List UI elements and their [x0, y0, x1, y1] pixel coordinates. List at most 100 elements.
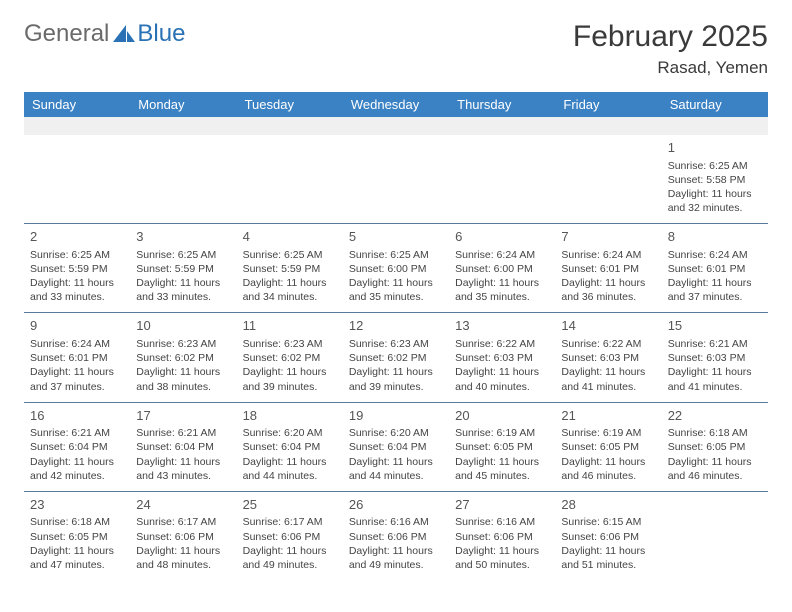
sunrise-text: Sunrise: 6:18 AM: [668, 426, 762, 440]
sunrise-text: Sunrise: 6:16 AM: [455, 515, 549, 529]
sunrise-text: Sunrise: 6:23 AM: [136, 337, 230, 351]
daylight-text: Daylight: 11 hours and 42 minutes.: [30, 455, 124, 483]
sunset-text: Sunset: 5:59 PM: [243, 262, 337, 276]
calendar-cell: 21Sunrise: 6:19 AMSunset: 6:05 PMDayligh…: [555, 402, 661, 491]
sunrise-text: Sunrise: 6:19 AM: [455, 426, 549, 440]
day-number: 15: [668, 317, 762, 335]
sunset-text: Sunset: 5:59 PM: [30, 262, 124, 276]
daylight-text: Daylight: 11 hours and 45 minutes.: [455, 455, 549, 483]
sunrise-text: Sunrise: 6:25 AM: [30, 248, 124, 262]
sunrise-text: Sunrise: 6:17 AM: [243, 515, 337, 529]
sunrise-text: Sunrise: 6:23 AM: [349, 337, 443, 351]
sunrise-text: Sunrise: 6:25 AM: [136, 248, 230, 262]
sunrise-text: Sunrise: 6:18 AM: [30, 515, 124, 529]
sunset-text: Sunset: 6:06 PM: [455, 530, 549, 544]
calendar-cell: [130, 135, 236, 224]
weekday-header: Wednesday: [343, 92, 449, 117]
daylight-text: Daylight: 11 hours and 41 minutes.: [668, 365, 762, 393]
month-title: February 2025: [573, 20, 768, 54]
calendar-cell: 26Sunrise: 6:16 AMSunset: 6:06 PMDayligh…: [343, 491, 449, 580]
daylight-text: Daylight: 11 hours and 33 minutes.: [136, 276, 230, 304]
sunrise-text: Sunrise: 6:21 AM: [668, 337, 762, 351]
daylight-text: Daylight: 11 hours and 40 minutes.: [455, 365, 549, 393]
day-number: 18: [243, 407, 337, 425]
daylight-text: Daylight: 11 hours and 48 minutes.: [136, 544, 230, 572]
calendar-cell: 25Sunrise: 6:17 AMSunset: 6:06 PMDayligh…: [237, 491, 343, 580]
sunset-text: Sunset: 6:04 PM: [136, 440, 230, 454]
calendar-cell: 11Sunrise: 6:23 AMSunset: 6:02 PMDayligh…: [237, 313, 343, 402]
daylight-text: Daylight: 11 hours and 50 minutes.: [455, 544, 549, 572]
day-number: 4: [243, 228, 337, 246]
calendar-cell: 5Sunrise: 6:25 AMSunset: 6:00 PMDaylight…: [343, 224, 449, 313]
sunset-text: Sunset: 6:04 PM: [243, 440, 337, 454]
weekday-header-row: Sunday Monday Tuesday Wednesday Thursday…: [24, 92, 768, 117]
daylight-text: Daylight: 11 hours and 43 minutes.: [136, 455, 230, 483]
day-number: 19: [349, 407, 443, 425]
sunrise-text: Sunrise: 6:25 AM: [243, 248, 337, 262]
calendar-cell: 15Sunrise: 6:21 AMSunset: 6:03 PMDayligh…: [662, 313, 768, 402]
calendar-cell: 1Sunrise: 6:25 AMSunset: 5:58 PMDaylight…: [662, 135, 768, 224]
daylight-text: Daylight: 11 hours and 47 minutes.: [30, 544, 124, 572]
daylight-text: Daylight: 11 hours and 44 minutes.: [349, 455, 443, 483]
day-number: 20: [455, 407, 549, 425]
day-number: 21: [561, 407, 655, 425]
calendar-cell: [662, 491, 768, 580]
daylight-text: Daylight: 11 hours and 41 minutes.: [561, 365, 655, 393]
title-block: February 2025 Rasad, Yemen: [573, 20, 768, 78]
daylight-text: Daylight: 11 hours and 49 minutes.: [349, 544, 443, 572]
calendar-cell: 2Sunrise: 6:25 AMSunset: 5:59 PMDaylight…: [24, 224, 130, 313]
calendar-cell: 8Sunrise: 6:24 AMSunset: 6:01 PMDaylight…: [662, 224, 768, 313]
daylight-text: Daylight: 11 hours and 46 minutes.: [561, 455, 655, 483]
daylight-text: Daylight: 11 hours and 37 minutes.: [30, 365, 124, 393]
day-number: 9: [30, 317, 124, 335]
sunset-text: Sunset: 6:02 PM: [349, 351, 443, 365]
sunset-text: Sunset: 6:01 PM: [561, 262, 655, 276]
day-number: 8: [668, 228, 762, 246]
calendar-cell: 16Sunrise: 6:21 AMSunset: 6:04 PMDayligh…: [24, 402, 130, 491]
daylight-text: Daylight: 11 hours and 44 minutes.: [243, 455, 337, 483]
calendar-body: 1Sunrise: 6:25 AMSunset: 5:58 PMDaylight…: [24, 117, 768, 580]
sunrise-text: Sunrise: 6:20 AM: [243, 426, 337, 440]
calendar-cell: 7Sunrise: 6:24 AMSunset: 6:01 PMDaylight…: [555, 224, 661, 313]
sunrise-text: Sunrise: 6:22 AM: [455, 337, 549, 351]
sunset-text: Sunset: 6:01 PM: [668, 262, 762, 276]
sunrise-text: Sunrise: 6:21 AM: [30, 426, 124, 440]
calendar-cell: 10Sunrise: 6:23 AMSunset: 6:02 PMDayligh…: [130, 313, 236, 402]
sunset-text: Sunset: 6:05 PM: [561, 440, 655, 454]
calendar-cell: 14Sunrise: 6:22 AMSunset: 6:03 PMDayligh…: [555, 313, 661, 402]
calendar-cell: 4Sunrise: 6:25 AMSunset: 5:59 PMDaylight…: [237, 224, 343, 313]
day-number: 13: [455, 317, 549, 335]
sunset-text: Sunset: 5:59 PM: [136, 262, 230, 276]
daylight-text: Daylight: 11 hours and 46 minutes.: [668, 455, 762, 483]
sunset-text: Sunset: 6:05 PM: [30, 530, 124, 544]
sunrise-text: Sunrise: 6:24 AM: [30, 337, 124, 351]
daylight-text: Daylight: 11 hours and 32 minutes.: [668, 187, 762, 215]
calendar-cell: [555, 135, 661, 224]
calendar-cell: 28Sunrise: 6:15 AMSunset: 6:06 PMDayligh…: [555, 491, 661, 580]
weekday-header: Monday: [130, 92, 236, 117]
day-number: 28: [561, 496, 655, 514]
daylight-text: Daylight: 11 hours and 36 minutes.: [561, 276, 655, 304]
calendar-cell: 20Sunrise: 6:19 AMSunset: 6:05 PMDayligh…: [449, 402, 555, 491]
logo-text-1: General: [24, 20, 109, 48]
sunrise-text: Sunrise: 6:25 AM: [668, 159, 762, 173]
calendar-cell: 13Sunrise: 6:22 AMSunset: 6:03 PMDayligh…: [449, 313, 555, 402]
sunrise-text: Sunrise: 6:23 AM: [243, 337, 337, 351]
sunset-text: Sunset: 6:01 PM: [30, 351, 124, 365]
day-number: 23: [30, 496, 124, 514]
calendar-cell: 18Sunrise: 6:20 AMSunset: 6:04 PMDayligh…: [237, 402, 343, 491]
weekday-header: Thursday: [449, 92, 555, 117]
calendar-cell: 27Sunrise: 6:16 AMSunset: 6:06 PMDayligh…: [449, 491, 555, 580]
sunset-text: Sunset: 6:05 PM: [668, 440, 762, 454]
calendar-row: 23Sunrise: 6:18 AMSunset: 6:05 PMDayligh…: [24, 491, 768, 580]
sunset-text: Sunset: 6:05 PM: [455, 440, 549, 454]
day-number: 27: [455, 496, 549, 514]
sunset-text: Sunset: 6:06 PM: [561, 530, 655, 544]
daylight-text: Daylight: 11 hours and 37 minutes.: [668, 276, 762, 304]
day-number: 11: [243, 317, 337, 335]
sunset-text: Sunset: 6:06 PM: [349, 530, 443, 544]
logo: General Blue: [24, 20, 185, 48]
day-number: 10: [136, 317, 230, 335]
sunset-text: Sunset: 6:04 PM: [349, 440, 443, 454]
sunset-text: Sunset: 6:02 PM: [136, 351, 230, 365]
